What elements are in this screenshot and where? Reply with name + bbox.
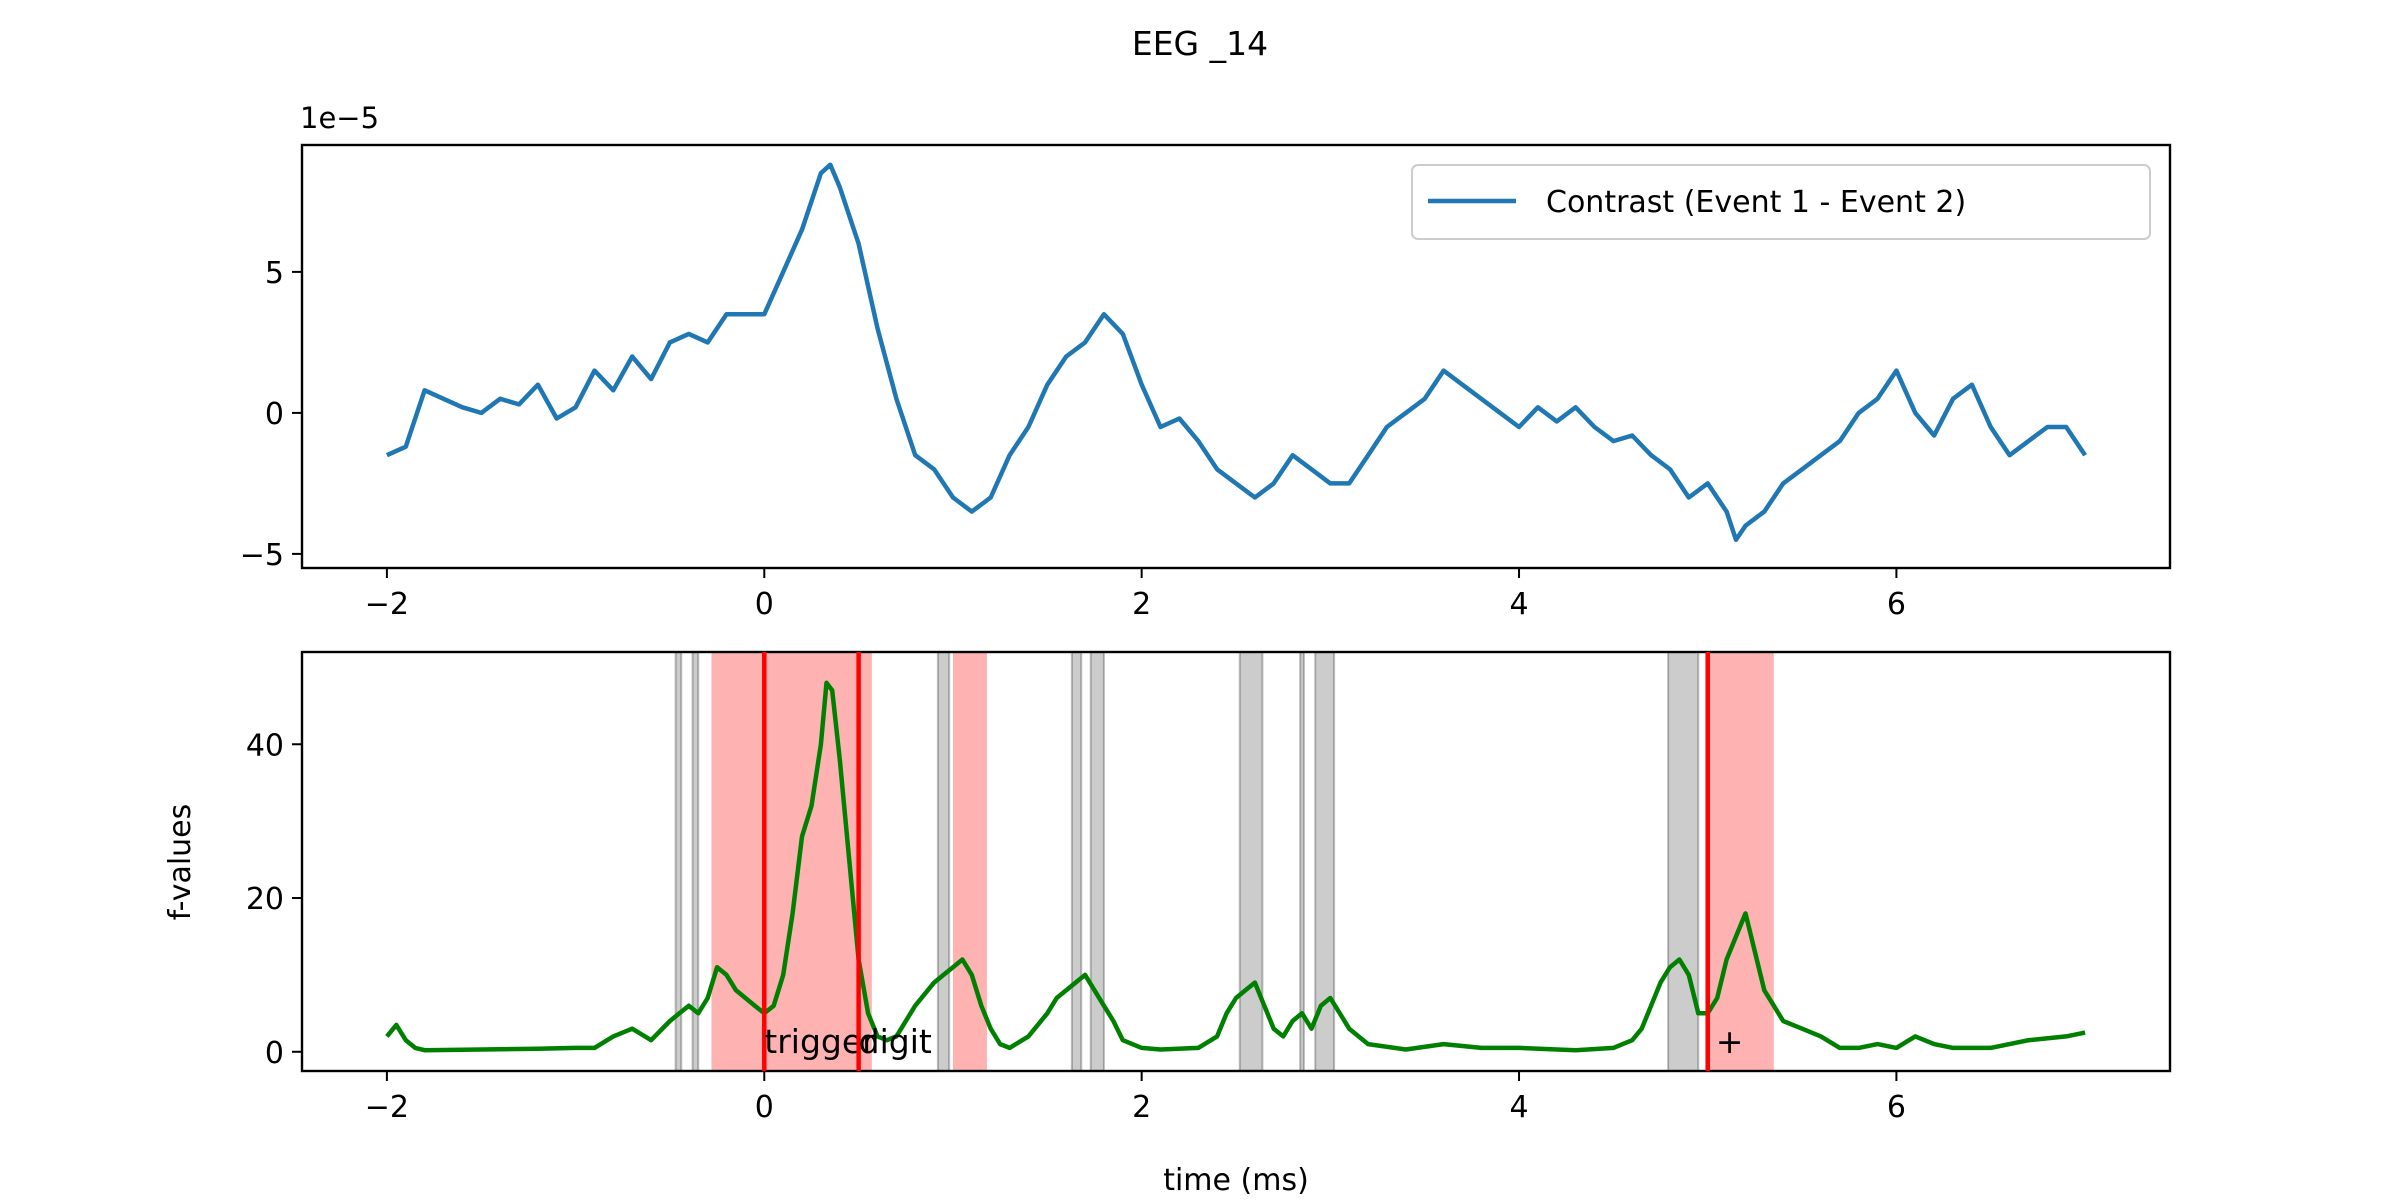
contrast-x-tick-label-0: −2	[365, 587, 409, 622]
contrast-y-tick-label-2: 5	[265, 256, 284, 291]
f-values-x-tick-label-1: 0	[755, 1090, 774, 1125]
contrast-series-line-0	[385, 162, 2087, 543]
f-values-plot-frame	[300, 650, 2172, 1073]
contrast-x-tick-label-4: 6	[1887, 587, 1906, 622]
contrast-x-tick-label-1: 0	[755, 587, 774, 622]
gray-span-6	[1299, 651, 1305, 1072]
contrast-x-tick-label-2: 2	[1132, 587, 1151, 622]
contrast-y-tick-label-1: 0	[265, 397, 284, 432]
event-label-2: +	[1716, 1022, 1744, 1061]
y-offset-text: 1e−5	[300, 101, 379, 135]
f-values-x-tick-label-0: −2	[365, 1090, 409, 1125]
gray-span-3	[1070, 651, 1083, 1072]
f-values-x-tick-label-4: 6	[1887, 1090, 1906, 1125]
f-values-y-tick-label-0: 0	[265, 1036, 284, 1071]
legend-label-contrast: Contrast (Event 1 - Event 2)	[1546, 185, 1966, 220]
gray-span-8	[1667, 651, 1700, 1072]
red-span-2	[1707, 652, 1774, 1071]
event-label-1: digit	[859, 1022, 932, 1061]
figure-title: EEG _14	[1132, 24, 1268, 63]
f-values-x-tick-label-2: 2	[1132, 1090, 1151, 1125]
f-values-y-tick-label-1: 20	[246, 882, 284, 917]
y-axis-label-f-values: f-values	[163, 804, 198, 921]
gray-span-0	[674, 651, 683, 1072]
contrast-y-tick-label-0: −5	[240, 538, 284, 573]
x-axis-label-time: time (ms)	[1163, 1163, 1309, 1198]
legend: Contrast (Event 1 - Event 2)	[1411, 164, 2151, 240]
f-values-x-tick-label-3: 4	[1509, 1090, 1528, 1125]
contrast-plot-frame	[300, 143, 2172, 570]
gray-span-5	[1238, 651, 1264, 1072]
f-values-series-line-0	[385, 680, 2086, 1053]
legend-box	[1411, 164, 2151, 240]
contrast-plot: 1e−5 Contrast (Event 1 - Event 2) −2 0 2 4 6…	[240, 101, 2172, 622]
gray-span-2	[936, 651, 951, 1072]
gray-span-4	[1089, 651, 1105, 1072]
f-values-y-tick-label-2: 40	[246, 728, 284, 763]
contrast-x-tick-label-3: 4	[1509, 587, 1528, 622]
red-span-0	[711, 652, 872, 1071]
